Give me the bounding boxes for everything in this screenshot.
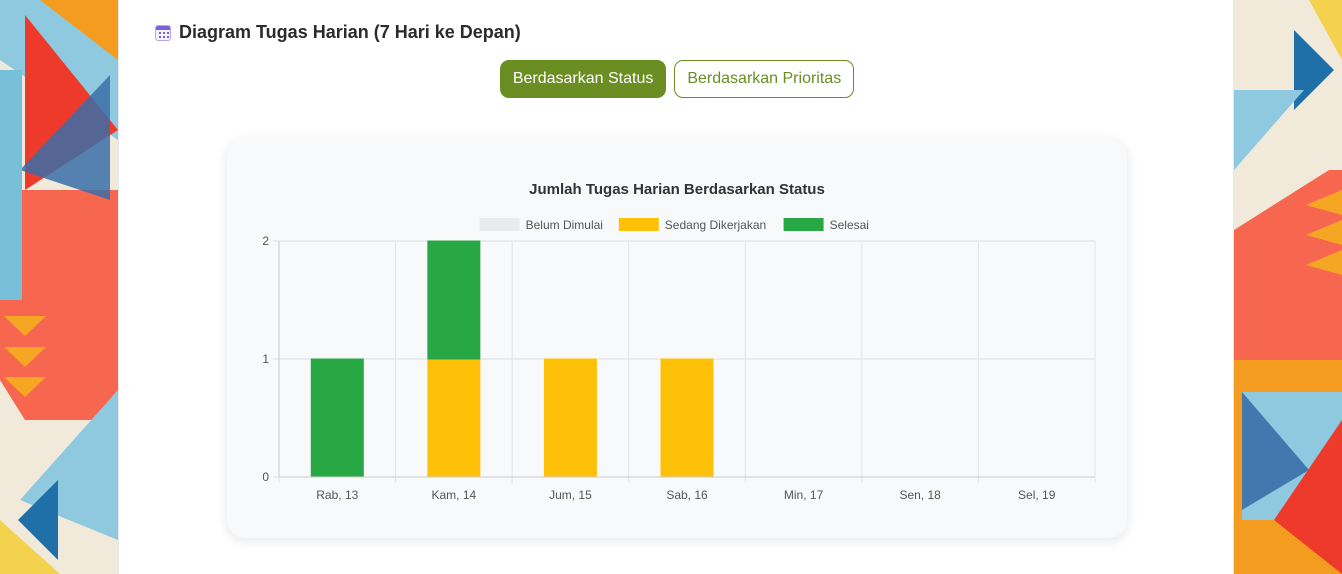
bar-segment — [427, 358, 481, 478]
legend-swatch — [479, 218, 520, 231]
bar-chart: Jumlah Tugas Harian Berdasarkan Status B… — [262, 181, 1096, 502]
calendar-icon — [155, 24, 171, 41]
section-title: Diagram Tugas Harian (7 Hari ke Depan) — [179, 22, 521, 42]
y-tick-label: 2 — [262, 234, 269, 248]
y-tick-label: 0 — [262, 470, 269, 484]
main-panel: Diagram Tugas Harian (7 Hari ke Depan) B… — [118, 0, 1234, 574]
legend-item: Sedang Dikerjakan — [618, 218, 766, 232]
legend-swatch — [618, 218, 659, 231]
priority-toggle-button[interactable]: Berdasarkan Prioritas — [674, 60, 855, 98]
legend-swatch — [783, 218, 824, 231]
bar-segment — [660, 358, 714, 478]
decorative-background-right — [1234, 0, 1342, 574]
x-tick-label: Kam, 14 — [432, 488, 477, 502]
x-tick-label: Min, 17 — [784, 488, 824, 502]
legend-label: Sedang Dikerjakan — [665, 218, 766, 232]
status-toggle-button[interactable]: Berdasarkan Status — [499, 60, 667, 98]
legend-label: Belum Dimulai — [526, 218, 603, 232]
legend-item: Belum Dimulai — [479, 218, 603, 232]
x-tick-label: Rab, 13 — [316, 488, 358, 502]
legend-item: Selesai — [783, 218, 869, 232]
x-tick-label: Sel, 19 — [1018, 488, 1056, 502]
x-tick-label: Sab, 16 — [666, 488, 708, 502]
bar-segment — [427, 240, 481, 360]
x-tick-label: Jum, 15 — [549, 488, 592, 502]
decorative-background-left — [0, 0, 118, 574]
y-tick-label: 1 — [262, 352, 269, 366]
bar-segment — [310, 358, 364, 478]
chart-toggle-group: Berdasarkan Status Berdasarkan Prioritas — [119, 60, 1235, 98]
section-header: Diagram Tugas Harian (7 Hari ke Depan) — [155, 22, 521, 43]
legend-label: Selesai — [830, 218, 869, 232]
chart-card: Jumlah Tugas Harian Berdasarkan Status B… — [227, 138, 1127, 538]
chart-title: Jumlah Tugas Harian Berdasarkan Status — [529, 181, 825, 198]
x-tick-label: Sen, 18 — [899, 488, 941, 502]
bar-segment — [543, 358, 597, 478]
